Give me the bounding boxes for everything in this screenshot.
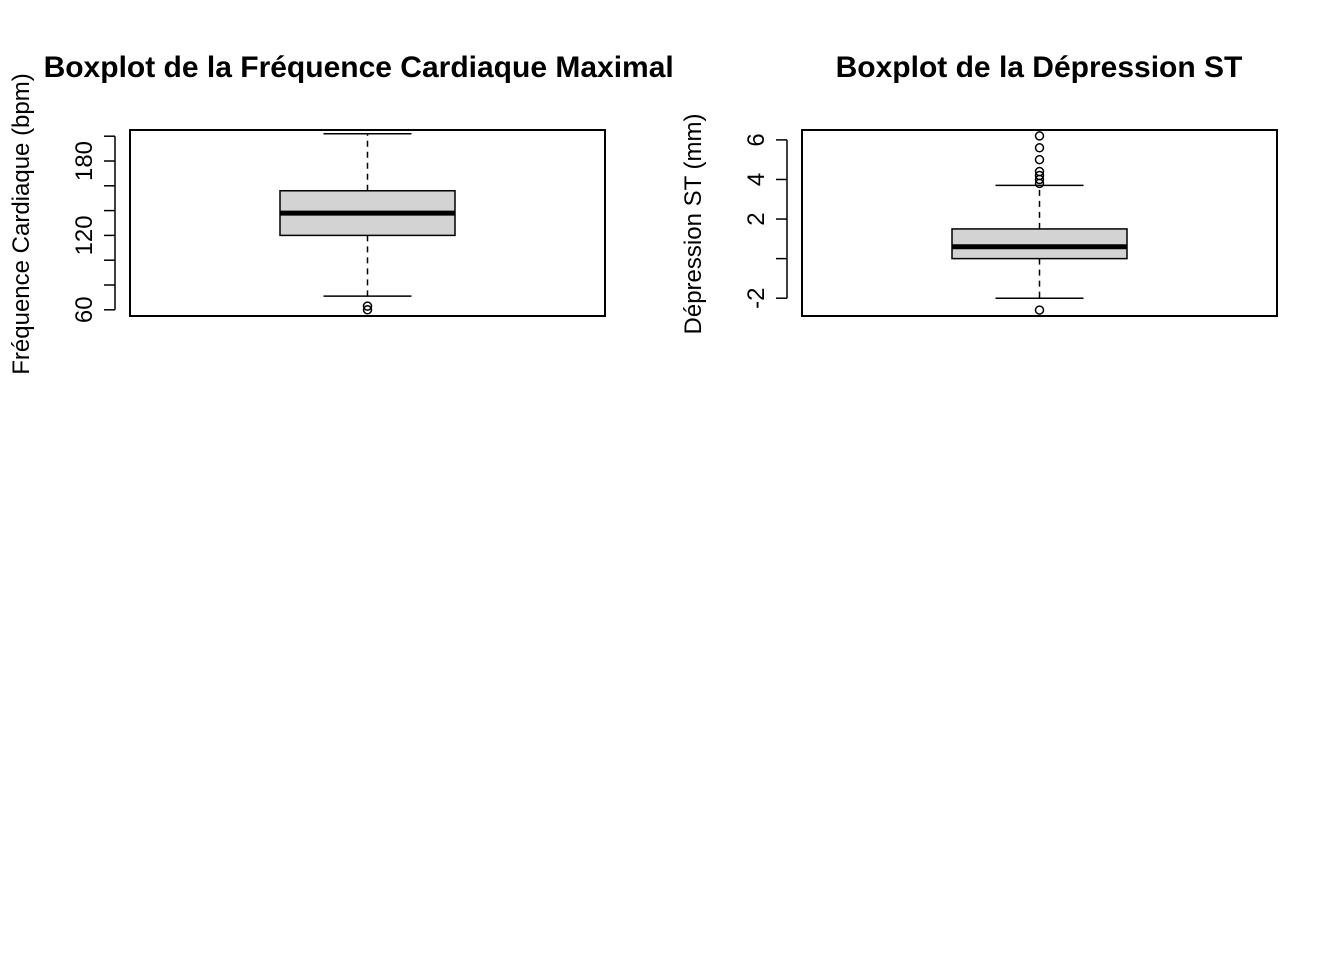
boxplot <box>951 131 1128 315</box>
y-tick-label: 6 <box>743 133 770 146</box>
panel-heart-rate: Boxplot de la Fréquence Cardiaque Maxima… <box>8 51 691 375</box>
y-axis: -2 2 4 6 <box>743 133 788 309</box>
outlier-point <box>362 305 373 315</box>
plot-frame <box>801 129 1278 317</box>
outlier-point <box>1034 143 1045 153</box>
y-tick-label: -2 <box>743 288 770 309</box>
y-axis-label: Dépression ST (mm) <box>680 114 707 335</box>
y-tick-label: 120 <box>71 215 98 255</box>
y-tick-label: 180 <box>71 141 98 181</box>
y-axis-label: Fréquence Cardiaque (bpm) <box>8 73 35 375</box>
y-axis: 60 120 180 <box>71 135 116 323</box>
outlier-point <box>1034 131 1045 141</box>
iqr-box <box>951 228 1128 260</box>
y-tick-label: 60 <box>71 296 98 323</box>
panel-st-depression: Boxplot de la Dépression ST Dépression S… <box>680 51 1278 335</box>
outlier-point <box>362 301 373 311</box>
outlier-point <box>1034 154 1045 165</box>
plot-frame <box>129 129 606 317</box>
chart-title: Boxplot de la Fréquence Cardiaque Maxima… <box>44 51 691 84</box>
y-tick-label: 4 <box>743 173 770 186</box>
outlier-point <box>1034 305 1045 315</box>
chart-title: Boxplot de la Dépression ST <box>836 51 1243 84</box>
outlier-point <box>1034 166 1045 177</box>
boxplot <box>279 132 456 315</box>
y-tick-label: 2 <box>743 212 770 225</box>
outlier-point <box>1034 170 1045 181</box>
